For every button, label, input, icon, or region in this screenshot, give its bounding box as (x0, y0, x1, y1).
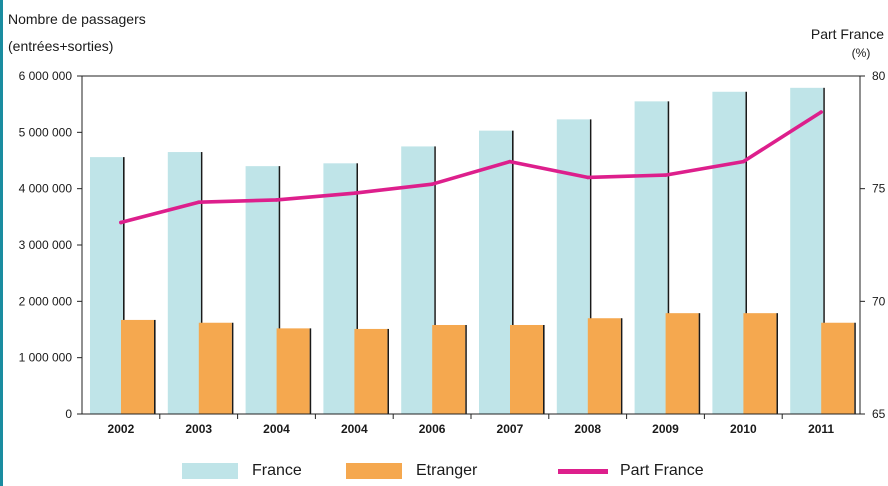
legend-label-part-france: Part France (620, 462, 704, 479)
bar-france (245, 166, 279, 414)
y-left-axis-title: Nombre de passagers (8, 11, 146, 27)
bar-france (90, 157, 123, 414)
bar-etranger-edge (776, 313, 778, 414)
y-right-tick-label: 65 (872, 407, 886, 421)
legend: France Etranger Part France (0, 462, 888, 486)
bar-etranger-edge (854, 322, 856, 414)
bar-france-edge (745, 91, 747, 415)
legend-label-france: France (252, 462, 302, 479)
bar-france (556, 119, 590, 415)
bar-etranger-edge (387, 328, 389, 414)
bar-etranger (510, 324, 543, 414)
x-tick-label: 2009 (652, 422, 679, 436)
bar-france (479, 130, 512, 415)
bar-france (401, 146, 435, 414)
bar-etranger (821, 322, 855, 414)
y-left-tick-label: 2 000 000 (19, 294, 73, 308)
bar-etranger-edge (154, 319, 156, 414)
bar-etranger-edge (231, 322, 234, 414)
x-tick-label: 2004 (341, 422, 368, 436)
bar-etranger (743, 313, 777, 414)
x-tick-label: 2002 (108, 422, 135, 436)
legend-item-etranger: Etranger (346, 462, 477, 480)
x-tick-label: 2006 (419, 422, 446, 436)
line-part-france (119, 110, 823, 225)
bar-etranger (276, 328, 310, 414)
legend-swatch-part-france (558, 468, 608, 474)
accent-stripe (0, 0, 3, 486)
point-part-france (119, 220, 123, 225)
bar-france-edge (434, 146, 436, 414)
bar-france-edge (512, 130, 514, 415)
bar-france-edge (667, 101, 670, 414)
y-right-tick-label: 80 (872, 69, 886, 83)
point-part-france (196, 200, 201, 204)
bar-france (634, 101, 668, 414)
bar-etranger-edge (543, 324, 545, 414)
y-left-tick-label: 4 000 000 (19, 182, 73, 196)
y-left-tick-label: 0 (65, 407, 72, 421)
y-left-tick-label: 5 000 000 (19, 125, 73, 139)
x-tick-label: 2010 (730, 422, 757, 436)
bar-etranger (665, 313, 699, 414)
y-left-axis-subtitle: (entrées+sorties) (8, 38, 114, 54)
y-right-axis-unit: (%) (851, 46, 871, 60)
x-tick-label: 2004 (263, 422, 290, 436)
x-tick-label: 2011 (808, 422, 834, 436)
bar-etranger-edge (620, 318, 623, 414)
x-tick-label: 2007 (497, 422, 524, 436)
bar-etranger-edge (309, 328, 312, 414)
y-left-tick-label: 1 000 000 (19, 351, 73, 365)
legend-swatch-etranger (346, 463, 402, 479)
legend-swatch-france (182, 463, 238, 479)
legend-item-part-france: Part France (558, 462, 704, 480)
y-left-tick-label: 6 000 000 (19, 69, 73, 83)
bar-france-edge (823, 87, 825, 414)
bar-france (790, 87, 824, 414)
legend-label-etranger: Etranger (416, 462, 478, 479)
point-part-france (352, 191, 357, 195)
point-part-france (663, 173, 668, 177)
bar-france (323, 163, 357, 414)
bar-france-edge (123, 157, 125, 414)
bar-etranger (432, 324, 466, 414)
y-right-axis-title: Part France (810, 26, 884, 42)
bar-france-edge (278, 166, 281, 414)
bar-france-edge (200, 152, 203, 415)
bar-france-edge (589, 119, 592, 415)
x-tick-label: 2008 (574, 422, 601, 436)
x-tick-label: 2003 (185, 422, 212, 436)
bar-etranger (587, 318, 621, 414)
bar-etranger (354, 328, 388, 414)
bar-france-edge (356, 163, 358, 414)
point-part-france (585, 175, 590, 180)
bar-france (712, 91, 746, 415)
point-part-france (819, 110, 823, 114)
legend-item-france: France (182, 462, 302, 480)
y-right-tick-label: 75 (872, 182, 886, 196)
point-part-france (430, 182, 434, 186)
bar-etranger (198, 322, 232, 414)
point-part-france (508, 159, 512, 164)
bar-france (167, 152, 201, 415)
point-part-france (274, 198, 279, 202)
point-part-france (741, 159, 746, 164)
y-left-tick-label: 3 000 000 (19, 238, 73, 252)
bar-etranger-edge (465, 324, 467, 414)
bar-etranger (121, 319, 154, 414)
y-right-tick-label: 70 (872, 294, 886, 308)
bar-etranger-edge (698, 313, 701, 414)
